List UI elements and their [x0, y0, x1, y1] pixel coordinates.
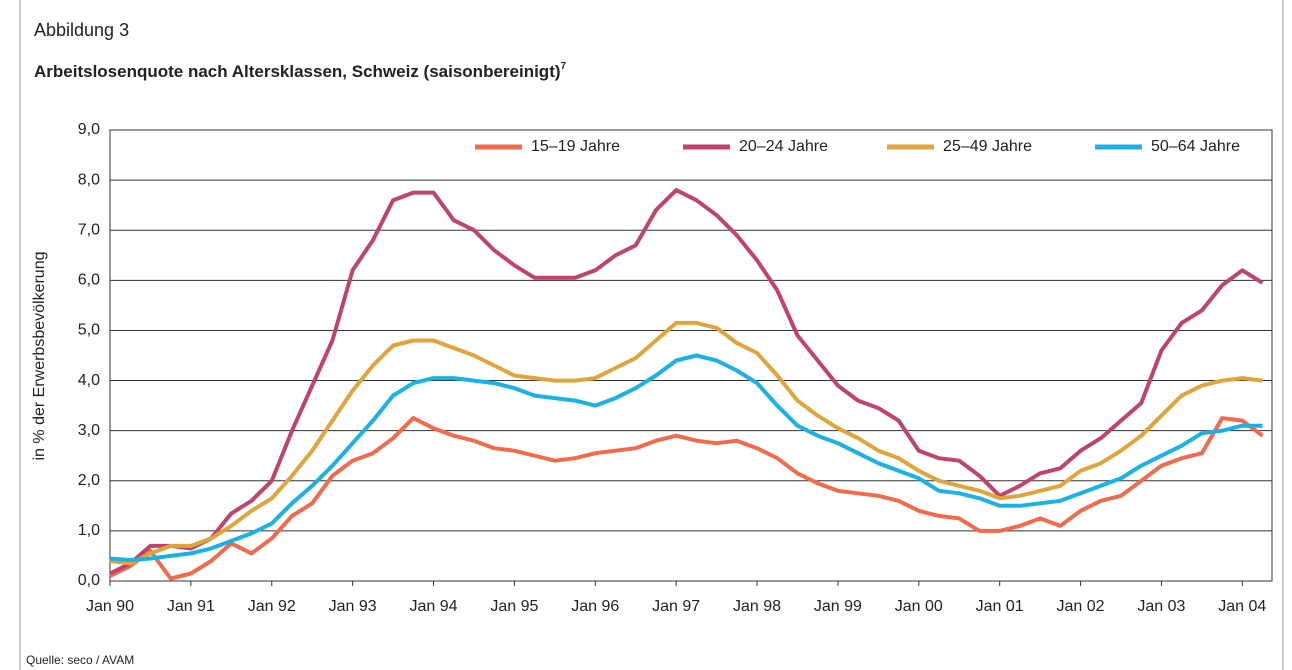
x-tick-label: Jan 92 [248, 598, 296, 615]
figure-label: Abbildung 3 [34, 20, 129, 40]
title-footnote: 7 [561, 61, 567, 72]
y-tick-label: 7,0 [78, 221, 100, 238]
y-tick-label: 9,0 [78, 121, 100, 138]
title-text: Arbeitslosenquote nach Altersklassen, Sc… [34, 62, 561, 81]
y-tick-label: 3,0 [78, 422, 100, 439]
x-tick-label: Jan 99 [814, 598, 862, 615]
legend-label: 25–49 Jahre [943, 138, 1032, 155]
x-tick-label: Jan 91 [167, 598, 215, 615]
source: Quelle: seco / AVAM [26, 653, 134, 667]
y-tick-label: 6,0 [78, 272, 100, 289]
x-tick-label: Jan 97 [652, 598, 700, 615]
y-tick-label: 2,0 [78, 472, 100, 489]
x-tick-label: Jan 98 [733, 598, 781, 615]
y-axis-label: in % der Erwerbsbevölkerung [31, 252, 48, 461]
x-tick-label: Jan 02 [1057, 598, 1105, 615]
y-tick-label: 4,0 [78, 372, 100, 389]
y-tick-label: 0,0 [78, 572, 100, 589]
legend-label: 15–19 Jahre [531, 138, 620, 155]
series-line [109, 416, 1264, 581]
series-line [109, 353, 1263, 562]
legend-label: 50–64 Jahre [1151, 138, 1240, 155]
series-line [109, 320, 1263, 566]
x-tick-label: Jan 93 [329, 598, 377, 615]
legend-label: 20–24 Jahre [739, 138, 828, 155]
x-tick-label: Jan 04 [1218, 598, 1266, 615]
x-tick-label: Jan 00 [895, 598, 943, 615]
x-tick-label: Jan 95 [490, 598, 538, 615]
chart-title: Arbeitslosenquote nach Altersklassen, Sc… [34, 61, 567, 82]
x-tick-label: Jan 01 [976, 598, 1024, 615]
x-tick-label: Jan 94 [409, 598, 457, 615]
series-line [109, 188, 1264, 576]
x-tick-label: Jan 96 [571, 598, 619, 615]
plot-border [109, 129, 1273, 582]
y-tick-label: 5,0 [78, 322, 100, 339]
y-tick-label: 1,0 [78, 522, 100, 539]
x-tick-label: Jan 90 [86, 598, 134, 615]
frame [19, 0, 1284, 670]
y-tick-label: 8,0 [78, 171, 100, 188]
x-tick-label: Jan 03 [1137, 598, 1185, 615]
